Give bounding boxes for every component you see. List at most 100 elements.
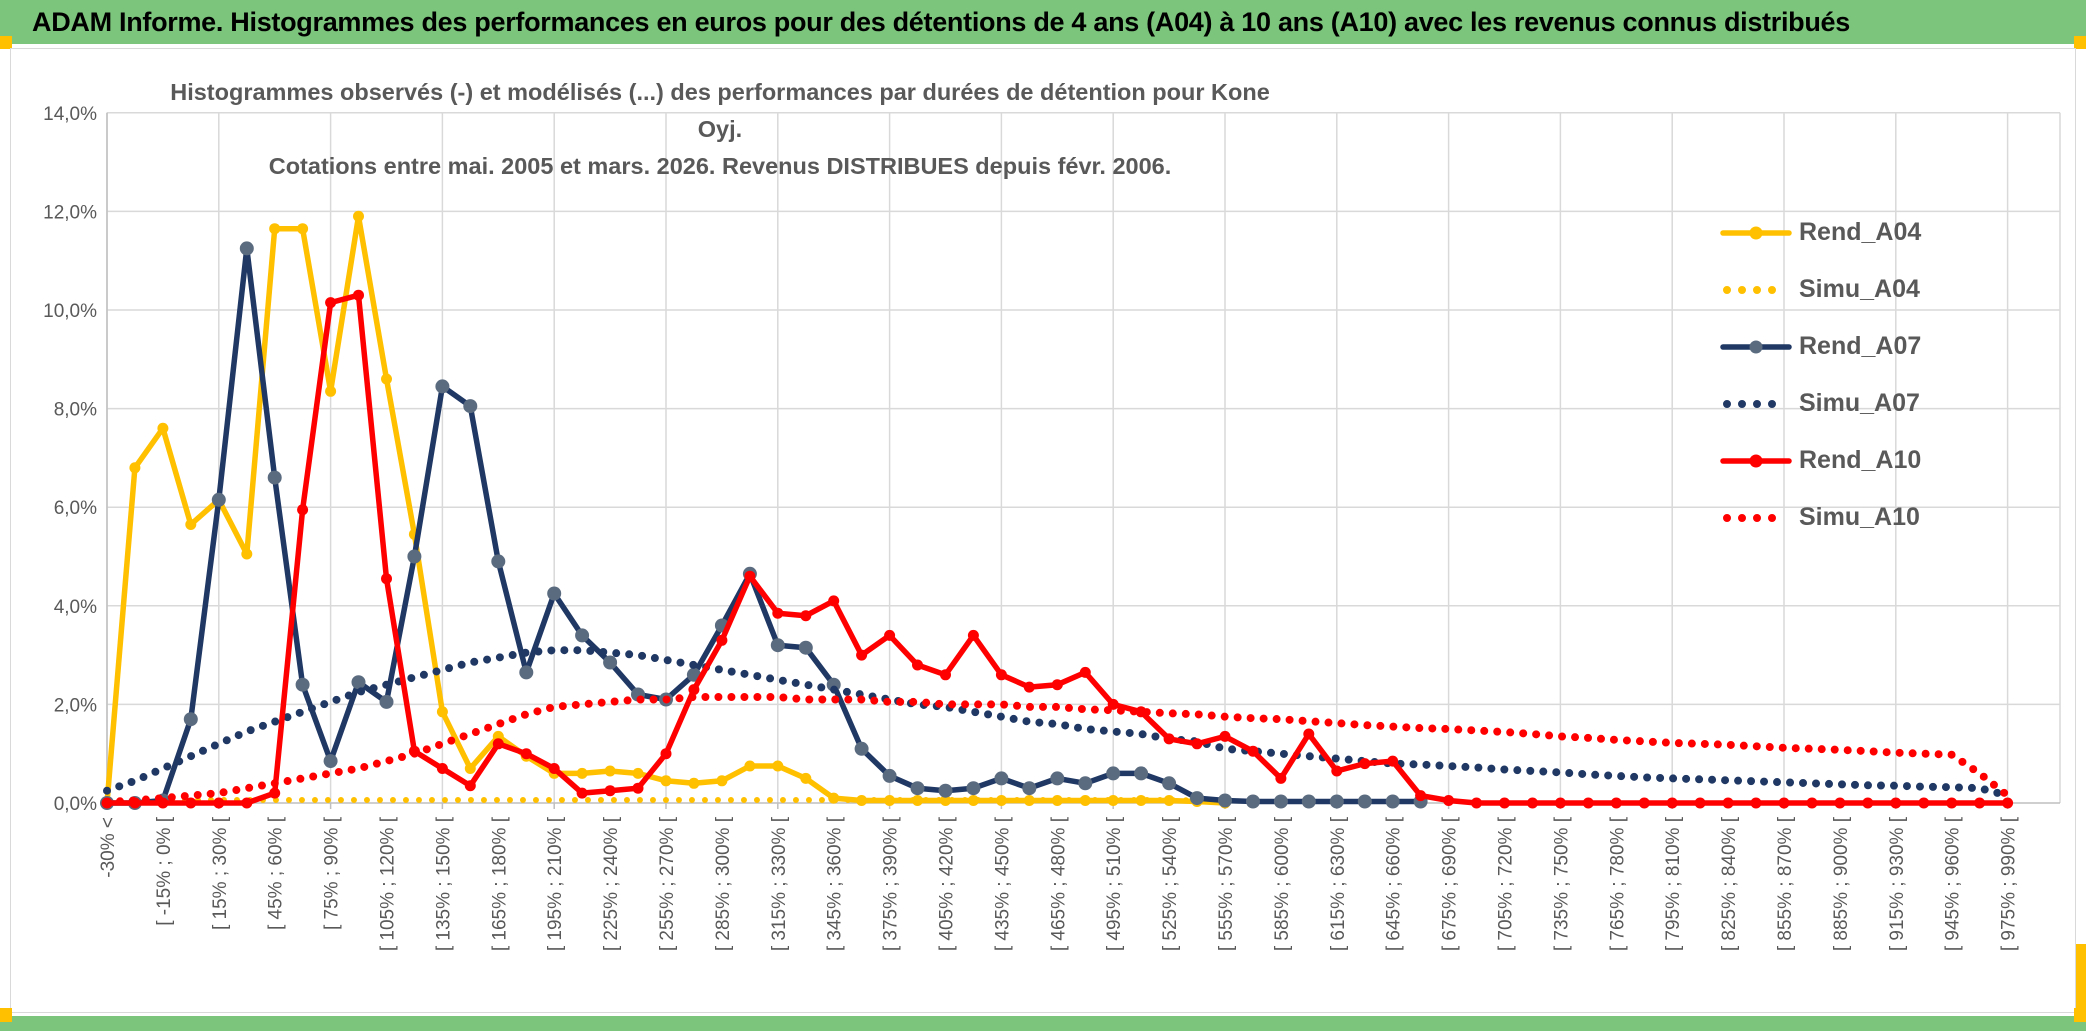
- x-tick-label: [ 795% ; 810% [: [1663, 816, 1684, 951]
- y-tick-label: 12,0%: [43, 202, 97, 223]
- data-point-Rend_A07: [1134, 766, 1149, 781]
- series-dotted-Simu_A04: [104, 797, 1228, 805]
- data-point-Rend_A10: [1974, 797, 1986, 809]
- data-point-Rend_A04: [1107, 795, 1119, 806]
- data-point-Rend_A10: [1023, 681, 1035, 693]
- legend-item-Rend_A07[interactable]: Rend_A07: [1720, 318, 2020, 375]
- data-point-Rend_A10: [1890, 797, 1902, 809]
- data-point-Rend_A10: [1163, 733, 1175, 745]
- x-tick-label: [ 315% ; 330% [: [769, 816, 790, 951]
- data-point-Rend_A07: [491, 554, 506, 569]
- x-tick-label: -30% <: [98, 817, 119, 878]
- legend-item-Rend_A04[interactable]: Rend_A04: [1720, 204, 2020, 261]
- data-point-Rend_A10: [1946, 797, 1958, 809]
- data-point-Rend_A10: [1582, 797, 1594, 809]
- data-point-Rend_A10: [548, 763, 560, 774]
- x-tick-label: [ 345% ; 360% [: [825, 816, 846, 951]
- data-point-Rend_A07: [770, 638, 785, 653]
- series-Simu_A07: [103, 646, 2012, 800]
- legend-item-Simu_A10[interactable]: Simu_A10: [1720, 489, 2020, 546]
- data-point-Rend_A10: [520, 748, 532, 760]
- legend-line-sample-Simu_A07: [1723, 399, 1791, 408]
- legend-line-sample-Simu_A10: [1723, 513, 1791, 522]
- yellow-accent-top-right: [2074, 36, 2086, 49]
- y-tick-label: 2,0%: [54, 695, 97, 716]
- y-tick-label: 4,0%: [54, 597, 97, 618]
- data-point-Rend_A07: [1385, 794, 1400, 809]
- data-point-Rend_A10: [1191, 738, 1203, 750]
- data-point-Rend_A10: [688, 684, 700, 696]
- y-tick-label: 0,0%: [54, 794, 97, 815]
- data-point-Rend_A07: [854, 741, 869, 756]
- data-point-Rend_A10: [856, 649, 868, 661]
- data-point-Rend_A07: [519, 665, 534, 680]
- yellow-accent-bottom-left: [0, 1008, 12, 1022]
- data-point-Rend_A07: [267, 470, 282, 485]
- data-point-Rend_A10: [1778, 797, 1790, 809]
- data-point-Rend_A07: [1162, 776, 1177, 791]
- data-point-Rend_A07: [1273, 794, 1288, 809]
- data-point-Rend_A07: [1078, 776, 1093, 791]
- data-point-Rend_A10: [632, 782, 644, 794]
- data-point-Rend_A07: [1190, 791, 1204, 806]
- data-point-Rend_A04: [688, 777, 700, 789]
- data-point-Rend_A10: [325, 297, 337, 309]
- data-point-Rend_A04: [576, 767, 588, 779]
- y-axis-labels: 0,0% 2,0% 4,0% 6,0% 8,0% 10,0% 12,0% 14,0%: [43, 104, 97, 815]
- x-tick-label: [ 435% ; 450% [: [992, 816, 1013, 951]
- data-point-Rend_A04: [325, 385, 337, 397]
- legend-label-Rend_A10: Rend_A10: [1799, 446, 1922, 474]
- data-point-Rend_A10: [884, 629, 896, 641]
- legend-item-Simu_A04[interactable]: Simu_A04: [1720, 261, 2020, 318]
- data-point-Rend_A10: [1554, 797, 1566, 809]
- data-point-Rend_A10: [1387, 755, 1399, 767]
- data-point-Rend_A07: [910, 781, 925, 796]
- data-point-Rend_A10: [1247, 745, 1259, 757]
- data-point-Rend_A07: [1022, 781, 1037, 796]
- x-tick-label: [ 705% ; 720% [: [1496, 816, 1517, 951]
- x-tick-label: [ 285% ; 300% [: [713, 816, 734, 951]
- data-point-Rend_A10: [1415, 790, 1427, 802]
- series-Rend_A07: [100, 241, 1428, 810]
- legend-item-Simu_A07[interactable]: Simu_A07: [1720, 375, 2020, 432]
- data-point-Rend_A04: [744, 760, 756, 772]
- data-point-Rend_A10: [1918, 797, 1930, 809]
- data-point-Rend_A04: [632, 767, 644, 779]
- data-point-Rend_A07: [603, 655, 618, 670]
- x-tick-label: [ 975% ; 990% [: [1999, 816, 2020, 951]
- data-point-Rend_A10: [1219, 730, 1231, 742]
- x-axis-labels: -30% < [ -15% ; 0% [[ 15% ; 30% [[ 45% ; …: [98, 816, 2020, 951]
- x-tick-label: [ 225% ; 240% [: [601, 816, 622, 951]
- y-tick-label: 14,0%: [43, 104, 97, 125]
- legend-label-Simu_A10: Simu_A10: [1799, 503, 1920, 531]
- data-point-Rend_A10: [995, 669, 1007, 681]
- data-point-Rend_A10: [297, 504, 309, 516]
- legend-line-sample-Rend_A07: [1720, 340, 1792, 353]
- x-tick-label: [ 915% ; 930% [: [1887, 816, 1908, 951]
- legend-item-Rend_A10[interactable]: Rend_A10: [1720, 432, 2020, 489]
- data-point-Rend_A10: [1079, 666, 1091, 678]
- data-point-Rend_A10: [1051, 679, 1063, 691]
- data-point-Rend_A10: [1722, 797, 1734, 809]
- data-point-Rend_A10: [1834, 797, 1846, 809]
- data-point-Rend_A07: [547, 586, 562, 601]
- x-tick-label: [ 165% ; 180% [: [489, 816, 510, 951]
- series-dotted-Simu_A10: [103, 693, 2012, 806]
- data-point-Rend_A04: [129, 462, 141, 474]
- x-tick-label: [ 255% ; 270% [: [657, 816, 678, 951]
- data-point-Rend_A10: [2002, 797, 2014, 809]
- data-point-Rend_A04: [604, 765, 616, 777]
- data-point-Rend_A10: [353, 289, 364, 301]
- x-tick-label: [ 855% ; 870% [: [1775, 816, 1796, 951]
- y-tick-label: 8,0%: [54, 400, 97, 421]
- legend-label-Rend_A04: Rend_A04: [1799, 218, 1922, 246]
- data-point-Rend_A04: [297, 223, 309, 235]
- data-point-Rend_A04: [269, 223, 281, 235]
- data-point-Rend_A07: [379, 694, 394, 709]
- x-tick-label: [ 105% ; 120% [: [378, 816, 399, 951]
- data-point-Rend_A10: [1275, 772, 1287, 784]
- data-point-Rend_A10: [800, 610, 812, 622]
- legend-label-Simu_A04: Simu_A04: [1799, 275, 1920, 303]
- x-tick-label: [ 45% ; 60% [: [266, 816, 287, 930]
